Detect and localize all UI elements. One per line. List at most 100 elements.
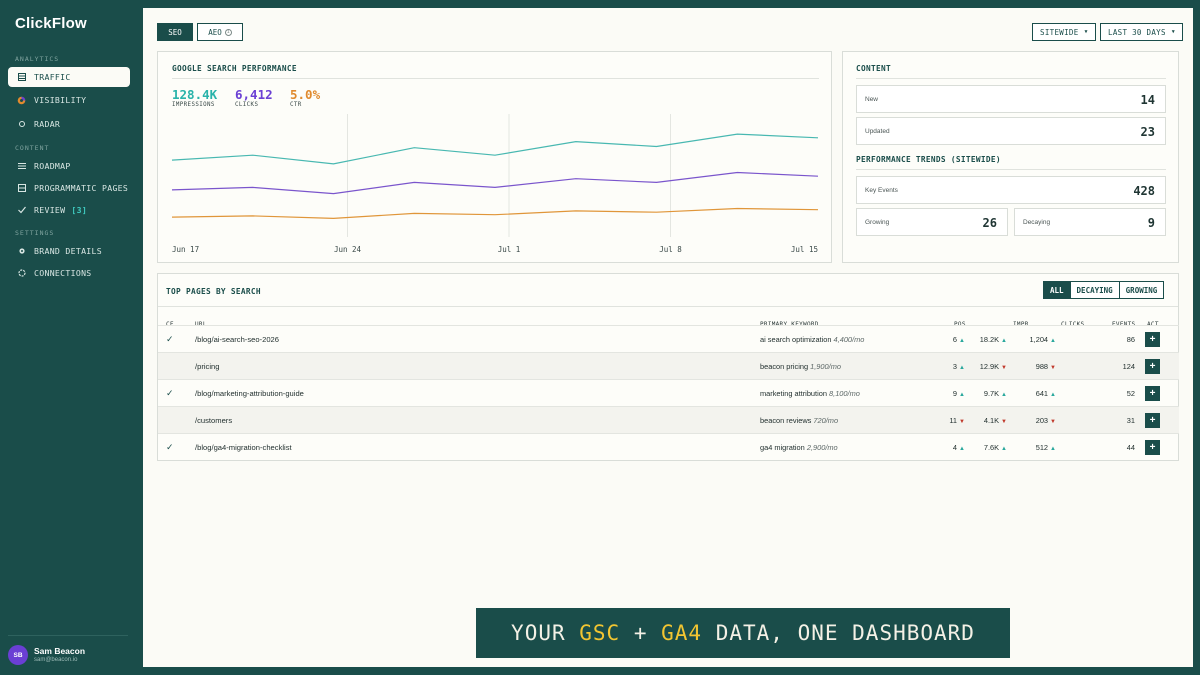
connections-icon [17,269,26,278]
sidebar-item-programmatic-pages[interactable]: PROGRAMMATIC PAGES [8,178,130,198]
scope-dropdown[interactable]: SITEWIDE ▼ [1032,23,1096,41]
position: 9 ▲ [953,389,965,398]
table-row[interactable]: ✓ /blog/marketing-attribution-guide market… [158,379,1179,406]
impressions-value: 9.7K [983,389,1000,398]
table-row[interactable]: ✓ /blog/ga4-migration-checklist ga4 migrat… [158,433,1179,460]
sidebar-item-roadmap[interactable]: ROADMAP [8,156,130,176]
user-name: Sam Beacon [34,646,86,656]
keyword-text: ai search optimization [760,335,832,344]
filter-all[interactable]: ALL [1044,282,1070,298]
stat-label: New [865,96,879,103]
primary-keyword: beacon pricing 1,900/mo [760,362,841,371]
performance-line-chart: Jun 17 Jun 24 Jul 1 Jul 8 Jul 15 [171,114,819,254]
impressions-value: 18.2K [979,335,1000,344]
stat-label: Growing [865,219,890,226]
keyword-text: ga4 migration [760,443,805,452]
col-header-cf[interactable]: CF [166,321,174,328]
ctr-value: 5.0% [290,87,321,102]
col-header-url[interactable]: URL [195,321,207,328]
stat-value: 14 [1140,93,1155,107]
info-icon: i [224,28,232,36]
impressions-value: 4.1K [983,416,1000,425]
trend-up-icon: ▲ [1001,338,1007,344]
add-button[interactable]: + [1145,332,1160,347]
page-url[interactable]: /pricing [195,362,220,371]
col-header-pos[interactable]: POS [954,321,966,328]
filter-growing[interactable]: GROWING [1118,282,1164,298]
avatar[interactable]: SB [8,645,28,665]
col-header-clicks[interactable]: CLICKS [1061,321,1085,328]
add-button[interactable]: + [1145,413,1160,428]
page-url[interactable]: /customers [195,416,233,425]
stat-label: Key Events [865,187,898,194]
col-header-keyword[interactable]: PRIMARY KEYWORD [760,321,819,328]
keyword-text: beacon pricing [760,362,809,371]
sidebar-item-visibility[interactable]: VISIBILITY [8,90,130,110]
divider [856,169,1166,170]
sidebar-item-traffic[interactable]: TRAFFIC [8,67,130,87]
growing-card: Growing 26 [856,208,1008,236]
sidebar-item-review[interactable]: REVIEW [3] [8,200,130,220]
impressions-value: 128.4K [172,87,218,102]
x-tick-label: Jul 1 [498,245,521,254]
keyword-volume: 720/mo [813,416,839,425]
page-url[interactable]: /blog/ga4-migration-checklist [195,443,292,452]
panel-title: GOOGLE SEARCH PERFORMANCE [172,64,297,73]
primary-keyword: ga4 migration 2,900/mo [760,443,838,452]
clicks-label: CLICKS [235,102,259,108]
keyword-volume: 1,900/mo [810,362,841,371]
banner-highlight-ga4: GA4 [661,621,703,645]
section-heading-content: CONTENT [15,144,50,152]
banner-text-post: DATA, ONE DASHBOARD [702,621,975,645]
trend-up-icon: ▲ [959,365,965,371]
brand-logo[interactable]: ClickFlow [15,15,87,32]
trend-down-icon: ▼ [1001,365,1007,371]
trend-up-icon: ▲ [959,446,965,452]
sidebar-item-radar[interactable]: RADAR [8,114,130,134]
events-value: 86 [1126,335,1135,344]
add-button[interactable]: + [1145,440,1160,455]
search-performance-panel: GOOGLE SEARCH PERFORMANCE 128.4K IMPRESS… [157,51,832,263]
events-value: 124 [1122,362,1135,371]
content-panel: CONTENT New 14 Updated 23 PERFORMANCE TR… [842,51,1179,263]
position-value: 9 [952,389,958,398]
clicks-value: 641 [1035,389,1049,398]
page-url[interactable]: /blog/marketing-attribution-guide [195,389,304,398]
sidebar-item-brand-details[interactable]: BRAND DETAILS [8,241,130,261]
date-range-dropdown[interactable]: LAST 30 DAYS ▼ [1100,23,1184,41]
col-header-events[interactable]: EVENTS [1112,321,1136,328]
position: 6 ▲ [953,335,965,344]
table-row[interactable]: /pricing beacon pricing 1,900/mo 3 ▲ 12.9K ▼ 9… [158,352,1179,379]
sidebar-item-connections[interactable]: CONNECTIONS [8,263,130,283]
banner-highlight-gsc: GSC [579,621,621,645]
decaying-card: Decaying 9 [1014,208,1166,236]
tab-aeo[interactable]: AEO i [197,23,243,41]
position-value: 4 [952,443,958,452]
review-count-badge: [3] [71,205,88,215]
table-title: TOP PAGES BY SEARCH [166,287,261,296]
caret-down-icon: ▼ [1084,29,1088,35]
col-header-impr[interactable]: IMPR [1013,321,1029,328]
trend-up-icon: ▲ [959,338,965,344]
divider [856,78,1166,79]
impressions-value: 12.9K [979,362,1000,371]
check-icon [17,206,26,215]
col-header-act[interactable]: ACT [1147,321,1159,328]
tab-seo[interactable]: SEO [157,23,193,41]
ctr-label: CTR [290,102,302,108]
trend-up-icon: ▲ [1050,392,1056,398]
keyword-text: marketing attribution [760,389,827,398]
add-button[interactable]: + [1145,386,1160,401]
sidebar-item-label: PROGRAMMATIC PAGES [34,183,129,193]
table-row[interactable]: ✓ /blog/ai-search-seo-2026 ai search optim… [158,325,1179,352]
position: 4 ▲ [953,443,965,452]
table-row[interactable]: /customers beacon reviews 720/mo 11 ▼ 4.1K ▼ 2… [158,406,1179,433]
add-button[interactable]: + [1145,359,1160,374]
series-line-ctr [171,207,819,220]
check-icon: ✓ [166,388,174,398]
filter-decaying[interactable]: DECAYING [1069,282,1119,298]
stat-value: 9 [1147,216,1155,230]
new-stat-card: New 14 [856,85,1166,113]
page-url[interactable]: /blog/ai-search-seo-2026 [195,335,280,344]
banner-text-mid: + [620,621,662,645]
